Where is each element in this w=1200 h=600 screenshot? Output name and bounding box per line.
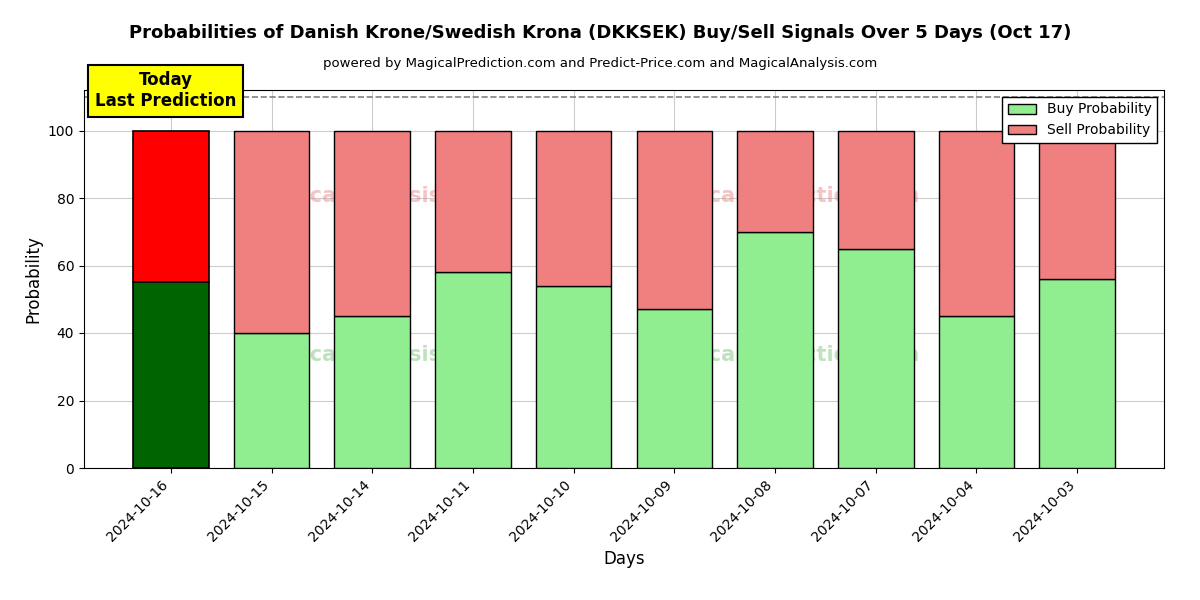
Bar — [335, 130, 410, 316]
Bar — [938, 130, 1014, 316]
Bar — [536, 130, 612, 286]
Bar — [737, 130, 812, 232]
Text: powered by MagicalPrediction.com and Predict-Price.com and MagicalAnalysis.com: powered by MagicalPrediction.com and Pre… — [323, 57, 877, 70]
Bar — [234, 333, 310, 468]
Bar — [1039, 130, 1115, 279]
Bar — [838, 248, 913, 468]
Bar — [636, 310, 712, 468]
X-axis label: Days: Days — [604, 550, 644, 568]
Bar — [838, 130, 913, 248]
Text: MagicalPrediction.com: MagicalPrediction.com — [653, 186, 919, 206]
Bar — [938, 316, 1014, 468]
Legend: Buy Probability, Sell Probability: Buy Probability, Sell Probability — [1002, 97, 1157, 143]
Bar — [1039, 279, 1115, 468]
Text: Today
Last Prediction: Today Last Prediction — [95, 71, 236, 110]
Bar — [335, 316, 410, 468]
Bar — [737, 232, 812, 468]
Bar — [436, 272, 511, 468]
Bar — [133, 130, 209, 283]
Bar — [133, 283, 209, 468]
Bar — [436, 130, 511, 272]
Bar — [636, 130, 712, 310]
Text: MagicalPrediction.com: MagicalPrediction.com — [653, 344, 919, 365]
Bar — [536, 286, 612, 468]
Text: Probabilities of Danish Krone/Swedish Krona (DKKSEK) Buy/Sell Signals Over 5 Day: Probabilities of Danish Krone/Swedish Kr… — [128, 24, 1072, 42]
Bar — [234, 130, 310, 333]
Y-axis label: Probability: Probability — [24, 235, 42, 323]
Text: MagicalAnalysis.com: MagicalAnalysis.com — [253, 344, 498, 365]
Text: MagicalAnalysis.com: MagicalAnalysis.com — [253, 186, 498, 206]
